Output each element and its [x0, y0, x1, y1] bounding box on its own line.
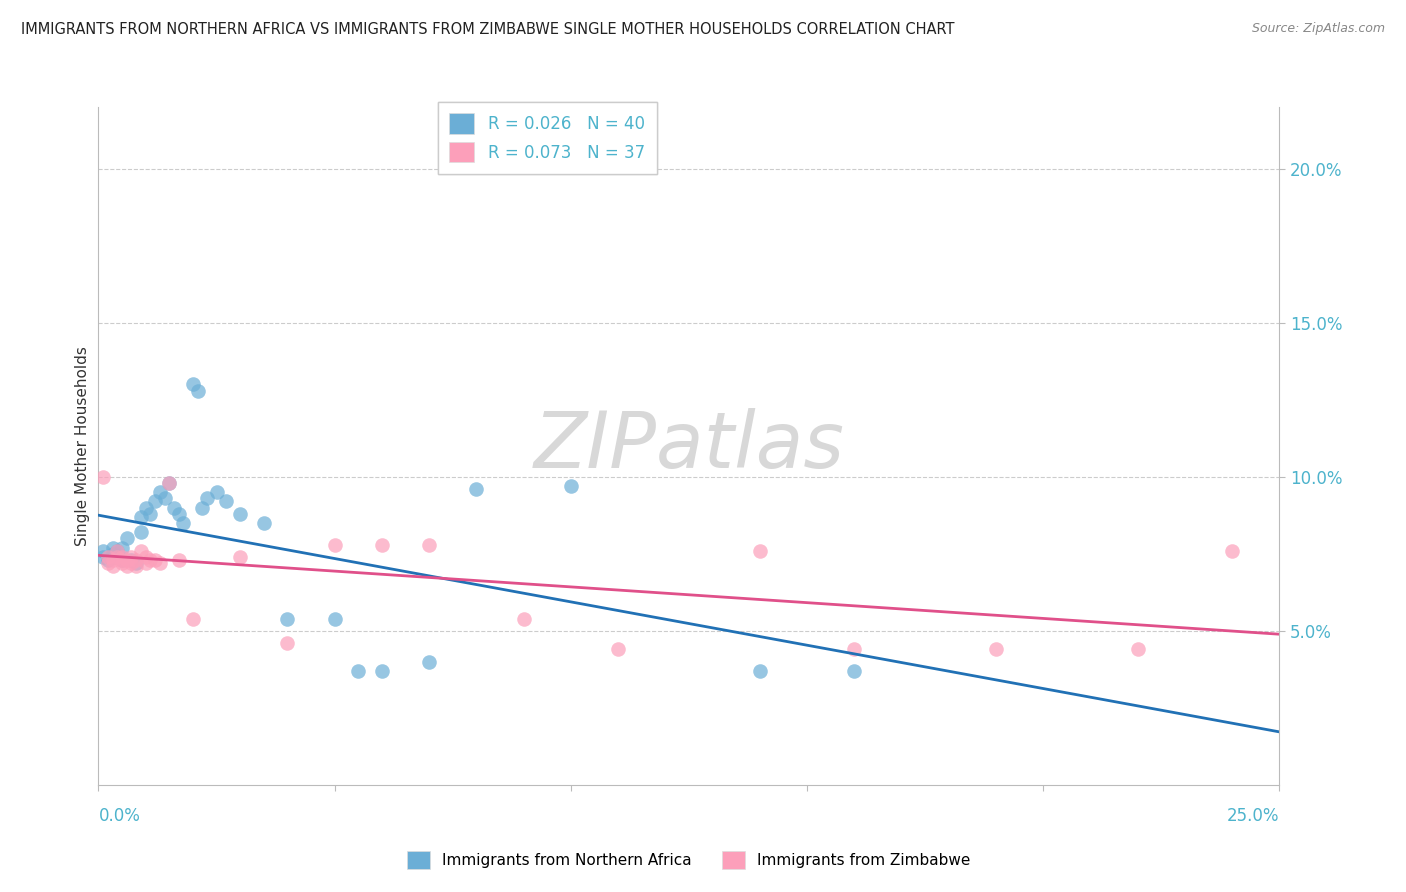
Point: [215, 494, 238, 508]
Text: 0.0%: 0.0%: [98, 807, 141, 825]
Point: [101, 541, 124, 555]
Point: [371, 664, 394, 678]
Point: [135, 556, 157, 570]
Point: [191, 500, 214, 515]
Y-axis label: Single Mother Households: Single Mother Households: [75, 346, 90, 546]
Point: [125, 553, 148, 567]
Point: [143, 494, 166, 508]
Point: [229, 507, 252, 521]
Point: [129, 509, 152, 524]
Point: [121, 556, 143, 570]
Point: [129, 543, 152, 558]
Point: [125, 556, 148, 570]
Point: [149, 556, 172, 570]
Point: [607, 642, 630, 657]
Point: [172, 516, 194, 530]
Point: [512, 611, 534, 625]
Point: [229, 549, 252, 564]
Point: [323, 538, 346, 552]
Point: [157, 475, 180, 490]
Point: [101, 547, 124, 561]
Legend: R = 0.026   N = 40, R = 0.073   N = 37: R = 0.026 N = 40, R = 0.073 N = 37: [437, 102, 657, 174]
Point: [143, 553, 166, 567]
Point: [418, 538, 440, 552]
Point: [105, 543, 128, 558]
Point: [167, 507, 190, 521]
Point: [121, 549, 143, 564]
Point: [195, 491, 218, 506]
Point: [167, 553, 190, 567]
Point: [418, 655, 440, 669]
Point: [111, 549, 134, 564]
Point: [97, 553, 120, 567]
Legend: Immigrants from Northern Africa, Immigrants from Zimbabwe: Immigrants from Northern Africa, Immigra…: [401, 845, 977, 875]
Point: [153, 491, 176, 506]
Point: [111, 556, 134, 570]
Point: [157, 475, 180, 490]
Point: [276, 636, 298, 650]
Point: [111, 541, 134, 555]
Point: [115, 532, 138, 546]
Point: [101, 553, 124, 567]
Point: [97, 556, 120, 570]
Point: [105, 549, 128, 564]
Point: [105, 543, 128, 558]
Point: [1126, 642, 1149, 657]
Point: [139, 553, 162, 567]
Point: [111, 553, 134, 567]
Point: [121, 553, 143, 567]
Point: [139, 507, 162, 521]
Point: [253, 516, 276, 530]
Point: [135, 549, 157, 564]
Point: [205, 485, 228, 500]
Point: [115, 553, 138, 567]
Point: [187, 384, 209, 398]
Point: [181, 611, 204, 625]
Point: [748, 543, 770, 558]
Point: [105, 549, 128, 564]
Point: [984, 642, 1007, 657]
Point: [181, 377, 204, 392]
Point: [323, 611, 346, 625]
Text: 25.0%: 25.0%: [1227, 807, 1279, 825]
Text: IMMIGRANTS FROM NORTHERN AFRICA VS IMMIGRANTS FROM ZIMBABWE SINGLE MOTHER HOUSEH: IMMIGRANTS FROM NORTHERN AFRICA VS IMMIG…: [21, 22, 955, 37]
Point: [163, 500, 186, 515]
Point: [115, 559, 138, 574]
Point: [91, 549, 114, 564]
Point: [91, 470, 114, 484]
Point: [125, 559, 148, 574]
Point: [465, 482, 488, 496]
Point: [844, 664, 866, 678]
Point: [276, 611, 298, 625]
Point: [135, 500, 157, 515]
Point: [844, 642, 866, 657]
Point: [111, 553, 134, 567]
Point: [149, 485, 172, 500]
Point: [1220, 543, 1243, 558]
Text: ZIPatlas: ZIPatlas: [533, 408, 845, 484]
Point: [347, 664, 370, 678]
Text: Source: ZipAtlas.com: Source: ZipAtlas.com: [1251, 22, 1385, 36]
Point: [101, 559, 124, 574]
Point: [97, 549, 120, 564]
Point: [748, 664, 770, 678]
Point: [91, 543, 114, 558]
Point: [371, 538, 394, 552]
Point: [129, 525, 152, 540]
Point: [560, 479, 582, 493]
